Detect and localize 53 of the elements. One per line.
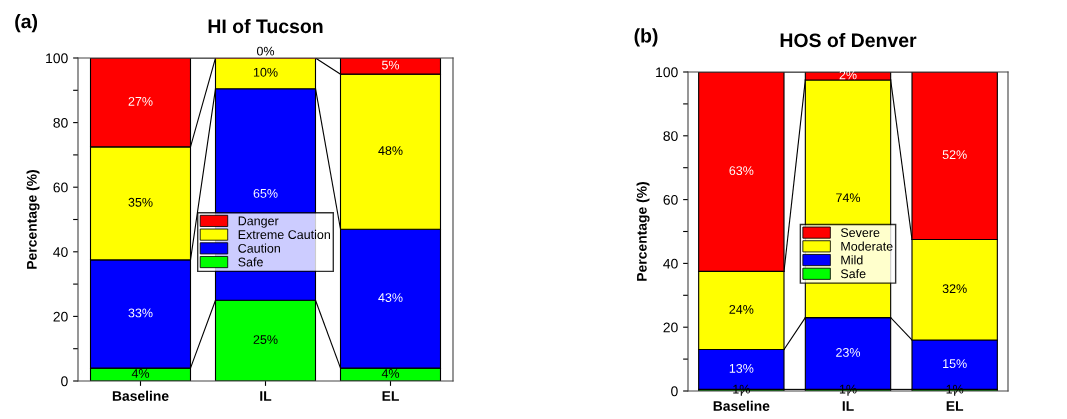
x-tick-label: Baseline <box>112 390 169 401</box>
data-label: 74% <box>836 193 861 203</box>
data-label: 13% <box>729 363 754 373</box>
data-label: 5% <box>381 60 400 70</box>
data-label: 10% <box>253 67 278 77</box>
data-label: 2% <box>839 70 857 80</box>
legend-label: Moderate <box>841 241 893 251</box>
y-axis-title: Percentage (%) <box>636 182 650 281</box>
x-tick-label: EL <box>382 391 399 401</box>
data-label: 65% <box>253 188 278 198</box>
y-tick-label: 100 <box>656 67 678 78</box>
data-label: 0% <box>256 46 275 56</box>
y-tick-label: 60 <box>53 182 68 193</box>
chart-title: HOS of Denver <box>780 32 917 48</box>
data-label: 4% <box>381 369 400 378</box>
data-label: 35% <box>128 197 153 207</box>
y-tick-label: 100 <box>46 53 68 64</box>
y-tick-label: 40 <box>53 247 68 257</box>
data-label: 52% <box>942 150 967 160</box>
legend-label: Danger <box>238 216 279 228</box>
text: (a) <box>15 14 38 33</box>
data-label: 4% <box>131 369 150 378</box>
chart-title: HI of Tucson <box>208 18 323 34</box>
data-label: 15% <box>943 359 967 369</box>
legend-label: Extreme Caution <box>238 229 330 240</box>
y-tick-label: 20 <box>663 322 678 333</box>
text: (b) <box>634 28 658 47</box>
y-tick-label: 20 <box>53 311 68 322</box>
legend-label: Safe <box>238 257 263 267</box>
legend-label: Severe <box>840 228 880 238</box>
y-tick-label: 60 <box>663 194 678 205</box>
data-label: 32% <box>942 284 967 294</box>
x-tick-label: IL <box>842 401 854 411</box>
data-label: 25% <box>253 335 278 344</box>
data-label: 48% <box>378 146 403 156</box>
legend-label: Safe <box>840 269 866 279</box>
data-label: 43% <box>378 293 403 302</box>
y-tick-label: 0 <box>61 376 68 387</box>
x-tick-label: IL <box>260 391 272 401</box>
y-tick-label: 80 <box>53 117 68 128</box>
y-tick-label: 80 <box>663 131 678 141</box>
y-axis-title: Percentage (%) <box>26 170 40 269</box>
data-label: 24% <box>729 304 754 314</box>
data-label: 63% <box>729 166 754 176</box>
x-tick-label: Baseline <box>713 400 770 411</box>
data-label: 23% <box>836 348 861 357</box>
data-label: 33% <box>128 308 153 318</box>
legend-label: Caution <box>238 243 280 253</box>
x-tick-label: EL <box>946 401 964 411</box>
y-tick-label: 0 <box>671 386 678 397</box>
y-tick-label: 40 <box>663 258 678 269</box>
data-label: 27% <box>128 96 153 106</box>
legend-label: Mild <box>841 255 863 265</box>
